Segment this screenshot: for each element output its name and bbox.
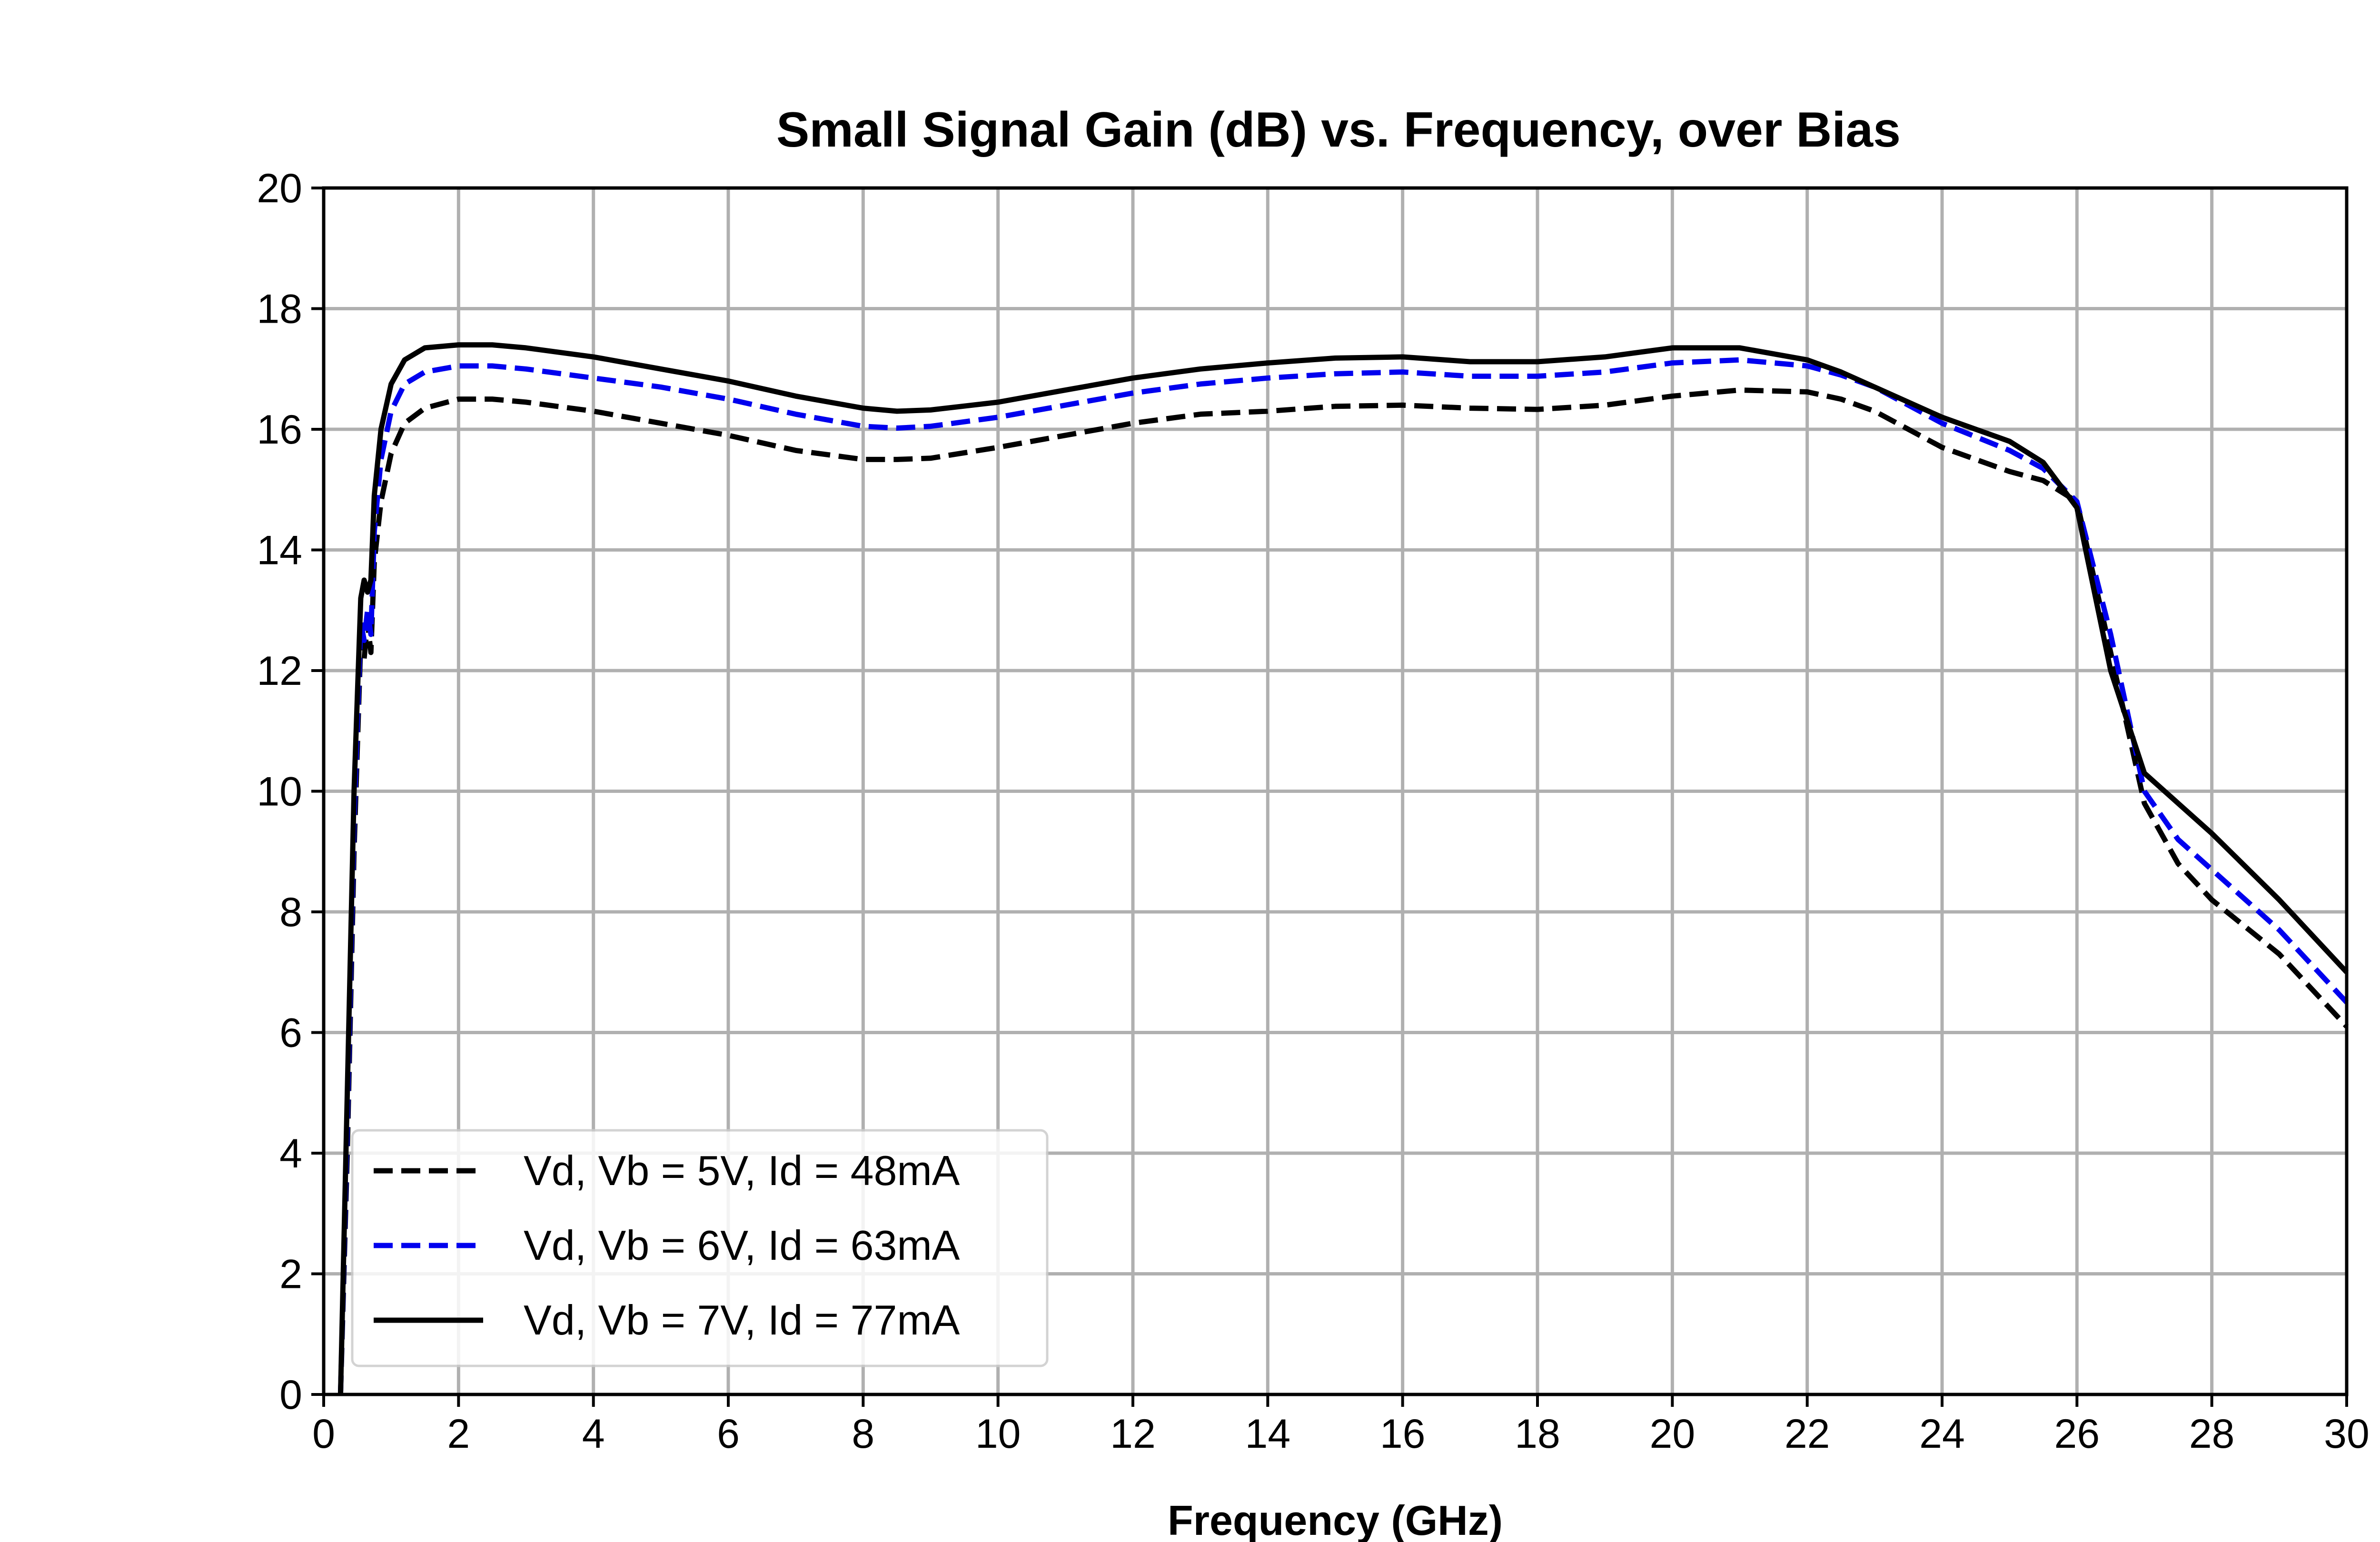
legend-label-2: Vd, Vb = 6V, Id = 63mA xyxy=(524,1222,960,1269)
y-tick-label: 14 xyxy=(257,528,302,573)
x-tick-label: 6 xyxy=(717,1411,740,1457)
y-tick-label: 4 xyxy=(279,1131,302,1176)
x-tick-label: 18 xyxy=(1515,1411,1560,1457)
grid xyxy=(322,186,2349,1396)
x-tick-label: 20 xyxy=(1649,1411,1695,1457)
legend-label-1: Vd, Vb = 5V, Id = 48mA xyxy=(524,1147,960,1194)
y-tick-label: 20 xyxy=(257,166,302,211)
series-line-3 xyxy=(337,342,2349,1395)
x-tick-label: 26 xyxy=(2054,1411,2100,1457)
axis-ticks: 0 2 4 6 8 10 12 14 16 18 20 22 24 26 28 300246810121416… xyxy=(257,166,2370,1457)
x-tick-label: 12 xyxy=(1110,1411,1156,1457)
y-tick-label: 12 xyxy=(257,648,302,694)
x-tick-label: 4 xyxy=(582,1411,605,1457)
y-tick-label: 8 xyxy=(279,890,302,935)
x-tick-label: 28 xyxy=(2189,1411,2235,1457)
plot-area xyxy=(337,342,2349,1395)
x-tick-label: 30 xyxy=(2324,1411,2370,1457)
x-tick-label: 22 xyxy=(1785,1411,1830,1457)
y-tick-label: 0 xyxy=(279,1372,302,1418)
y-tick-label: 10 xyxy=(257,769,302,815)
x-tick-label: 10 xyxy=(975,1411,1021,1457)
legend-label-3: Vd, Vb = 7V, Id = 77mA xyxy=(524,1296,960,1344)
x-tick-label: 16 xyxy=(1380,1411,1426,1457)
x-axis-label: Frequency (GHz) xyxy=(1168,1497,1503,1542)
legend: Vd, Vb = 5V, Id = 48mA Vd, Vb = 6V, Id = … xyxy=(351,1129,1049,1367)
x-tick-label: 8 xyxy=(852,1411,874,1457)
series-line-1 xyxy=(337,387,2349,1395)
y-tick-label: 2 xyxy=(279,1252,302,1297)
x-tick-label: 14 xyxy=(1245,1411,1290,1457)
y-tick-label: 6 xyxy=(279,1010,302,1056)
series-line-2 xyxy=(337,357,2349,1395)
legend-box xyxy=(351,1129,1049,1367)
x-tick-label: 24 xyxy=(1919,1411,1965,1457)
y-tick-label: 16 xyxy=(257,407,302,453)
chart-title: Small Signal Gain (dB) vs. Frequency, ov… xyxy=(776,102,1901,158)
x-tick-label: 2 xyxy=(447,1411,470,1457)
x-tick-label: 0 xyxy=(312,1411,335,1457)
y-tick-label: 18 xyxy=(257,287,302,332)
